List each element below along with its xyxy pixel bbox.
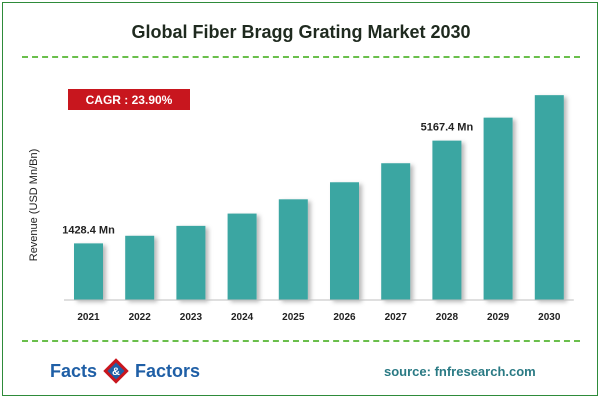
x-tick-label-2025: 2025 [282, 312, 305, 323]
logo-text-factors: Factors [135, 360, 201, 381]
bar-2021 [74, 243, 103, 300]
bar-2030 [534, 95, 564, 300]
x-tick-label-2022: 2022 [129, 312, 152, 323]
x-tick-label-2030: 2030 [538, 312, 561, 323]
chart-title: Global Fiber Bragg Grating Market 2030 [131, 22, 471, 42]
bar-2028 [432, 140, 462, 300]
x-tick-label-2027: 2027 [385, 312, 408, 323]
data-label-2028: 5167.4 Mn [421, 122, 474, 134]
logo-mark-icon: & [103, 358, 129, 384]
x-tick-label-2028: 2028 [436, 312, 459, 323]
bar-2025 [278, 199, 308, 300]
logo-text-facts: Facts [50, 360, 98, 381]
x-tick-label-2029: 2029 [487, 312, 510, 323]
x-tick-label-2023: 2023 [180, 312, 203, 323]
bar-2029 [483, 117, 513, 301]
x-tick-label-2021: 2021 [77, 312, 100, 323]
facts-factors-logo: Facts & Factors [50, 356, 200, 386]
x-tick-label-2026: 2026 [333, 312, 356, 323]
bar-2022 [125, 235, 155, 300]
bar-2024 [227, 213, 257, 300]
source-credit: source: fnfresearch.com [384, 364, 536, 379]
bar-2027 [381, 163, 411, 300]
logo-ampersand: & [112, 366, 120, 378]
top-divider [22, 56, 580, 58]
bar-2026 [330, 182, 359, 300]
bottom-divider [22, 340, 580, 342]
cagr-badge: CAGR : 23.90% [68, 89, 190, 110]
x-tick-label-2024: 2024 [231, 312, 254, 323]
bar-2023 [176, 225, 206, 300]
data-label-2021: 1428.4 Mn [62, 224, 115, 236]
